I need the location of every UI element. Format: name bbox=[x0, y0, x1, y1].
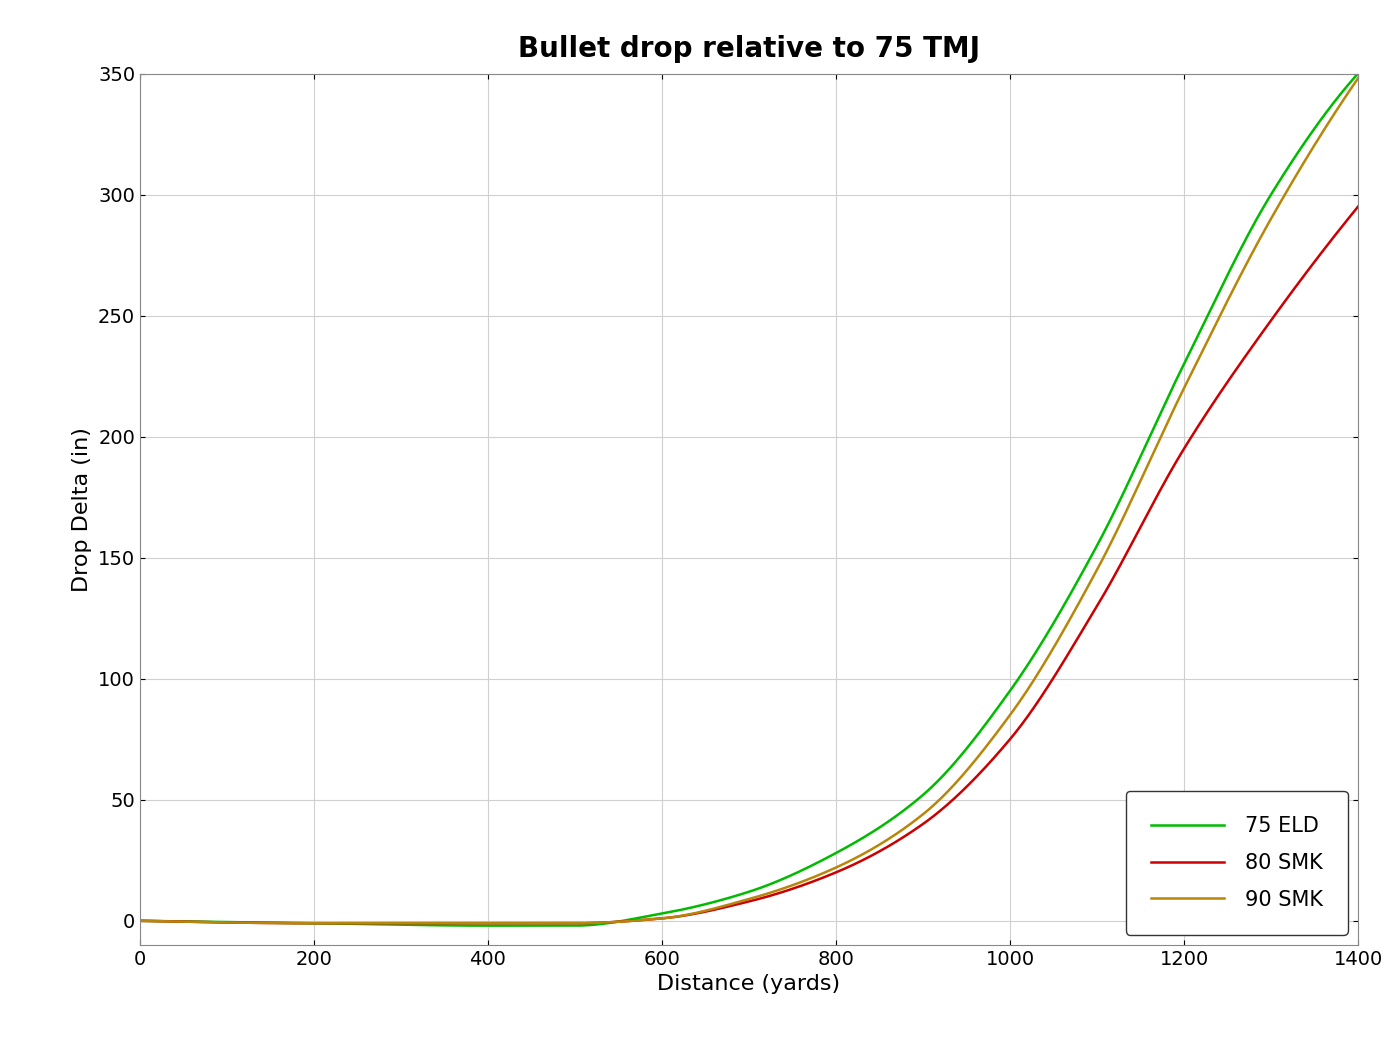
90 SMK bbox=[626, 915, 643, 927]
80 SMK bbox=[307, 917, 323, 929]
80 SMK bbox=[1082, 610, 1099, 623]
75 ELD bbox=[480, 920, 497, 932]
80 SMK bbox=[1105, 572, 1121, 585]
Line: 75 ELD: 75 ELD bbox=[140, 74, 1358, 926]
90 SMK bbox=[969, 751, 986, 763]
Legend: 75 ELD, 80 SMK, 90 SMK: 75 ELD, 80 SMK, 90 SMK bbox=[1126, 792, 1348, 934]
75 ELD bbox=[1350, 67, 1366, 80]
90 SMK bbox=[1082, 574, 1099, 587]
80 SMK bbox=[626, 915, 643, 927]
75 ELD bbox=[132, 915, 148, 927]
75 ELD bbox=[969, 729, 986, 741]
80 SMK bbox=[132, 915, 148, 927]
80 SMK bbox=[669, 910, 686, 923]
X-axis label: Distance (yards): Distance (yards) bbox=[658, 974, 840, 994]
Line: 80 SMK: 80 SMK bbox=[140, 207, 1358, 923]
Title: Bullet drop relative to 75 TMJ: Bullet drop relative to 75 TMJ bbox=[518, 35, 980, 63]
90 SMK bbox=[1105, 532, 1121, 545]
75 ELD bbox=[669, 904, 686, 917]
80 SMK bbox=[969, 770, 986, 782]
90 SMK bbox=[669, 910, 686, 923]
75 ELD bbox=[626, 912, 643, 925]
90 SMK bbox=[1350, 72, 1366, 85]
75 ELD bbox=[256, 917, 273, 929]
80 SMK bbox=[256, 917, 273, 929]
75 ELD bbox=[1105, 508, 1121, 521]
80 SMK bbox=[1350, 201, 1366, 213]
75 ELD bbox=[1082, 550, 1099, 563]
90 SMK bbox=[307, 917, 323, 929]
90 SMK bbox=[256, 917, 273, 929]
Line: 90 SMK: 90 SMK bbox=[140, 79, 1358, 923]
90 SMK bbox=[132, 915, 148, 927]
Y-axis label: Drop Delta (in): Drop Delta (in) bbox=[73, 426, 92, 592]
